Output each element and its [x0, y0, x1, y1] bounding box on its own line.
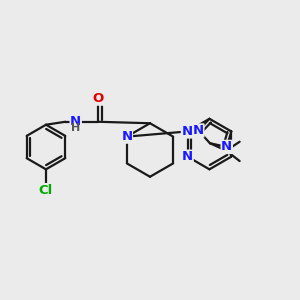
Text: H: H: [71, 123, 80, 133]
Text: Cl: Cl: [39, 184, 53, 196]
Text: N: N: [221, 140, 232, 153]
Text: N: N: [70, 115, 81, 128]
Text: N: N: [182, 150, 193, 163]
Text: N: N: [121, 130, 132, 143]
Text: O: O: [92, 92, 104, 105]
Text: N: N: [182, 125, 193, 138]
Text: N: N: [193, 124, 204, 137]
